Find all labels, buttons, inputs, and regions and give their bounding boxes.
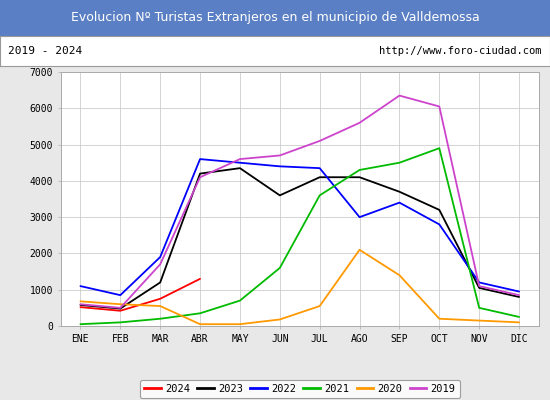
Text: Evolucion Nº Turistas Extranjeros en el municipio de Valldemossa: Evolucion Nº Turistas Extranjeros en el … — [70, 12, 480, 24]
Text: http://www.foro-ciudad.com: http://www.foro-ciudad.com — [379, 46, 542, 56]
Text: 2019 - 2024: 2019 - 2024 — [8, 46, 82, 56]
Legend: 2024, 2023, 2022, 2021, 2020, 2019: 2024, 2023, 2022, 2021, 2020, 2019 — [140, 380, 460, 398]
